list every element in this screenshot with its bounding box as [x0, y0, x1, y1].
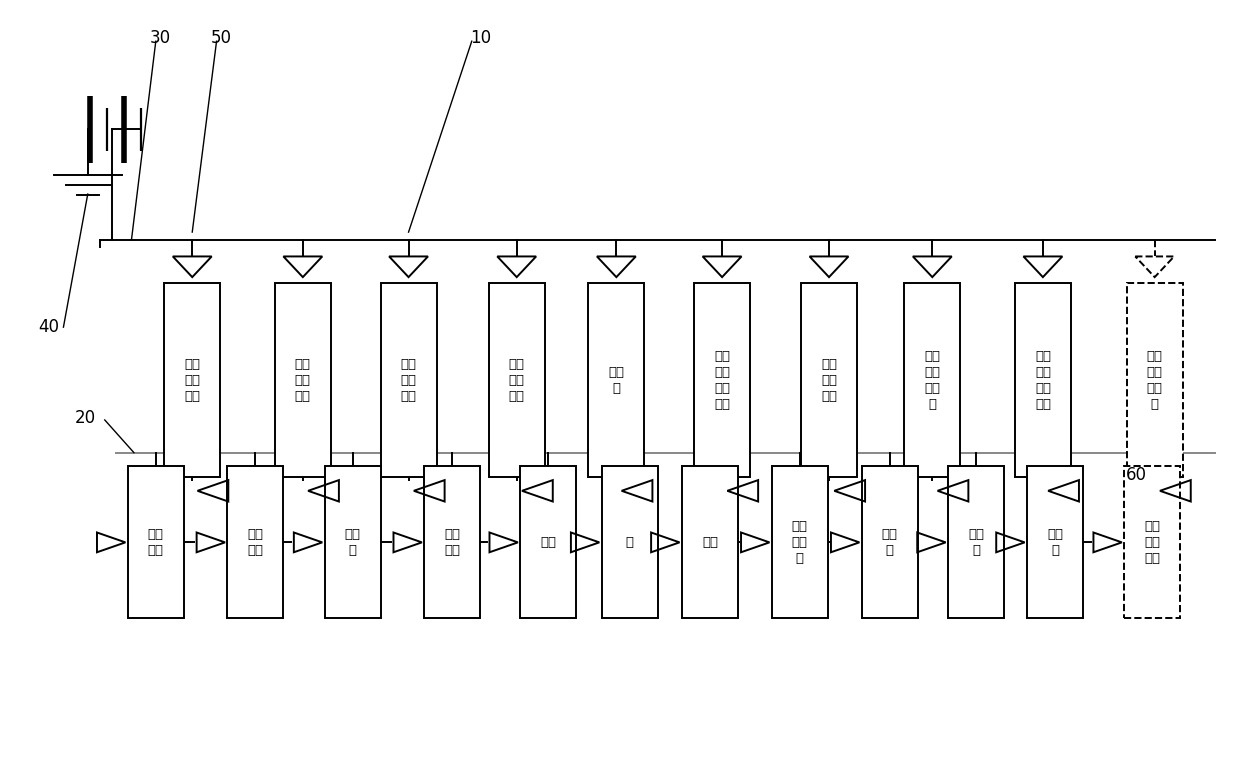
Text: 泵: 泵 — [626, 536, 634, 549]
Bar — [325, 466, 381, 618]
Bar — [1127, 283, 1183, 477]
Text: 角度
传感
器: 角度 传感 器 — [792, 520, 807, 565]
Bar — [489, 283, 544, 477]
Text: 雨刷
板: 雨刷 板 — [345, 528, 361, 557]
Bar — [1014, 283, 1071, 477]
Text: 50: 50 — [211, 29, 232, 47]
Text: 远程
信息
处理
盒: 远程 信息 处理 盒 — [924, 350, 940, 411]
Bar — [904, 283, 960, 477]
Text: 车辆
控制
单元: 车辆 控制 单元 — [401, 358, 417, 403]
Text: 仪表
板: 仪表 板 — [609, 365, 625, 395]
Bar — [1125, 466, 1180, 618]
Text: 右前
照灯: 右前 照灯 — [148, 528, 164, 557]
Bar — [801, 283, 857, 477]
Text: 高级
驾驶
辅助
系统: 高级 驾驶 辅助 系统 — [714, 350, 730, 411]
Text: 60: 60 — [1126, 466, 1147, 484]
Text: 控制
控制
模块: 控制 控制 模块 — [821, 358, 837, 403]
Text: 20: 20 — [74, 410, 95, 428]
Bar — [128, 466, 184, 618]
Text: 电磁
阀: 电磁 阀 — [1047, 528, 1063, 557]
Bar — [275, 283, 331, 477]
Bar — [949, 466, 1004, 618]
Bar — [682, 466, 738, 618]
Text: 刹车
板: 刹车 板 — [968, 528, 985, 557]
Text: 风扇: 风扇 — [541, 536, 557, 549]
Bar — [381, 283, 436, 477]
Bar — [424, 466, 480, 618]
Text: 40: 40 — [38, 318, 60, 336]
Text: 10: 10 — [470, 29, 491, 47]
Text: 左前
照灯: 左前 照灯 — [248, 528, 263, 557]
Text: 电子
稳定
程序
系统: 电子 稳定 程序 系统 — [1035, 350, 1050, 411]
Text: 待扩
充执
行器: 待扩 充执 行器 — [1145, 520, 1161, 565]
Bar — [164, 283, 221, 477]
Bar — [601, 466, 657, 618]
Text: 接触
器: 接触 器 — [882, 528, 898, 557]
Bar — [694, 283, 750, 477]
Text: 电池
管理
系统: 电池 管理 系统 — [508, 358, 525, 403]
Text: 车身
控制
模块: 车身 控制 模块 — [185, 358, 200, 403]
Bar — [771, 466, 828, 618]
Bar — [521, 466, 577, 618]
Bar — [589, 283, 645, 477]
Text: 待扩
充功
能模
块: 待扩 充功 能模 块 — [1147, 350, 1163, 411]
Bar — [1027, 466, 1083, 618]
Text: 踏板: 踏板 — [702, 536, 718, 549]
Text: 传动
装置: 传动 装置 — [444, 528, 460, 557]
Text: 电机
控制
单元: 电机 控制 单元 — [295, 358, 311, 403]
Text: 30: 30 — [150, 29, 171, 47]
Bar — [862, 466, 918, 618]
Bar — [227, 466, 284, 618]
